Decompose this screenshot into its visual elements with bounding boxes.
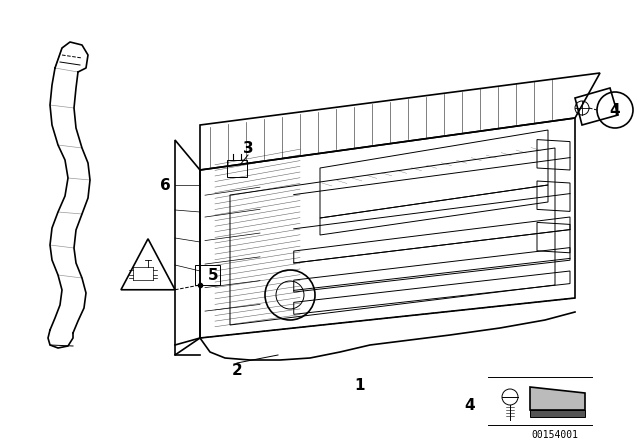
Text: 3: 3	[243, 141, 253, 155]
Polygon shape	[530, 410, 585, 417]
Text: 5: 5	[208, 267, 218, 283]
Polygon shape	[530, 387, 585, 410]
Text: 4: 4	[465, 397, 476, 413]
Text: 1: 1	[355, 378, 365, 392]
Text: 2: 2	[232, 362, 243, 378]
Text: 4: 4	[610, 103, 620, 117]
Text: 6: 6	[159, 177, 170, 193]
Text: 00154001: 00154001	[531, 430, 579, 440]
